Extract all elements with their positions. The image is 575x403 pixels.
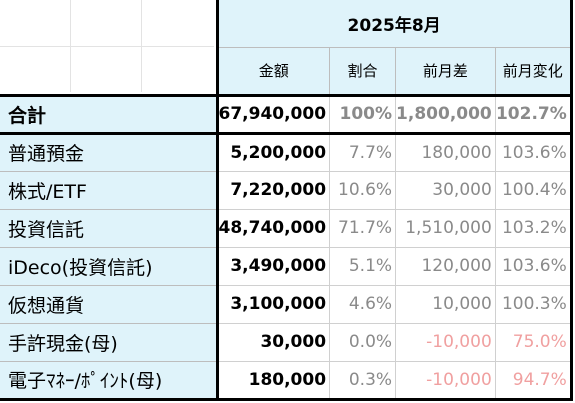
ratio-cell[interactable]: 5.1% xyxy=(329,247,397,286)
row-label[interactable]: 株式/ETF xyxy=(0,171,219,210)
mom-diff-cell[interactable]: -10,000 xyxy=(395,361,496,401)
table-row: 普通預金 5,200,000 7.7% 180,000 103.6% xyxy=(0,133,573,172)
row-label[interactable]: iDeco(投資信託) xyxy=(0,247,219,286)
mom-change-cell[interactable]: 102.7% xyxy=(495,95,573,135)
mom-diff-cell[interactable]: 1,510,000 xyxy=(395,209,496,248)
amount-cell[interactable]: 5,200,000 xyxy=(217,133,331,172)
column-header-mom-diff[interactable]: 前月差 xyxy=(395,47,496,97)
header-corner-cell[interactable] xyxy=(0,0,219,97)
table-row: 投資信託 48,740,000 71.7% 1,510,000 103.2% xyxy=(0,209,573,248)
ratio-cell[interactable]: 7.7% xyxy=(329,133,397,172)
amount-cell[interactable]: 3,100,000 xyxy=(217,285,331,324)
amount-cell[interactable]: 48,740,000 xyxy=(217,209,331,248)
amount-cell[interactable]: 67,940,000 xyxy=(217,95,331,135)
mom-change-cell[interactable]: 100.4% xyxy=(495,171,573,210)
mom-diff-cell[interactable]: 120,000 xyxy=(395,247,496,286)
column-header-mom-change[interactable]: 前月変化 xyxy=(495,47,573,97)
mom-change-cell[interactable]: 100.3% xyxy=(495,285,573,324)
amount-cell[interactable]: 3,490,000 xyxy=(217,247,331,286)
ratio-cell[interactable]: 4.6% xyxy=(329,285,397,324)
mom-change-cell[interactable]: 103.6% xyxy=(495,133,573,172)
amount-cell[interactable]: 30,000 xyxy=(217,323,331,362)
ratio-cell[interactable]: 10.6% xyxy=(329,171,397,210)
header-title-row: 2025年8月 xyxy=(0,0,573,97)
mom-diff-cell[interactable]: 10,000 xyxy=(395,285,496,324)
amount-cell[interactable]: 7,220,000 xyxy=(217,171,331,210)
row-label[interactable]: 仮想通貨 xyxy=(0,285,219,324)
row-label[interactable]: 電子ﾏﾈｰ/ﾎﾟｲﾝﾄ(母) xyxy=(0,361,219,401)
ratio-cell[interactable]: 71.7% xyxy=(329,209,397,248)
table-row: 手許現金(母) 30,000 0.0% -10,000 75.0% xyxy=(0,323,573,362)
mom-change-cell[interactable]: 103.2% xyxy=(495,209,573,248)
column-header-amount[interactable]: 金額 xyxy=(217,47,331,97)
column-header-ratio[interactable]: 割合 xyxy=(329,47,397,97)
row-label[interactable]: 普通預金 xyxy=(0,133,219,172)
mom-diff-cell[interactable]: 180,000 xyxy=(395,133,496,172)
table-row: 電子ﾏﾈｰ/ﾎﾟｲﾝﾄ(母) 180,000 0.3% -10,000 94.7… xyxy=(0,361,573,401)
period-title[interactable]: 2025年8月 xyxy=(217,0,573,48)
ratio-cell[interactable]: 100% xyxy=(329,95,397,135)
mom-change-cell[interactable]: 94.7% xyxy=(495,361,573,401)
mom-change-cell[interactable]: 75.0% xyxy=(495,323,573,362)
ratio-cell[interactable]: 0.0% xyxy=(329,323,397,362)
table-row-total: 合計 67,940,000 100% 1,800,000 102.7% xyxy=(0,95,573,135)
header-columns-row: 金額 割合 前月差 前月変化 xyxy=(0,47,573,97)
mom-diff-cell[interactable]: 1,800,000 xyxy=(395,95,496,135)
ratio-cell[interactable]: 0.3% xyxy=(329,361,397,401)
table-row: 仮想通貨 3,100,000 4.6% 10,000 100.3% xyxy=(0,285,573,324)
mom-diff-cell[interactable]: 30,000 xyxy=(395,171,496,210)
mom-change-cell[interactable]: 103.6% xyxy=(495,247,573,286)
amount-cell[interactable]: 180,000 xyxy=(217,361,331,401)
row-label[interactable]: 合計 xyxy=(0,95,219,135)
table-row: iDeco(投資信託) 3,490,000 5.1% 120,000 103.6… xyxy=(0,247,573,286)
row-label[interactable]: 投資信託 xyxy=(0,209,219,248)
table-row: 株式/ETF 7,220,000 10.6% 30,000 100.4% xyxy=(0,171,573,210)
mom-diff-cell[interactable]: -10,000 xyxy=(395,323,496,362)
row-label[interactable]: 手許現金(母) xyxy=(0,323,219,362)
